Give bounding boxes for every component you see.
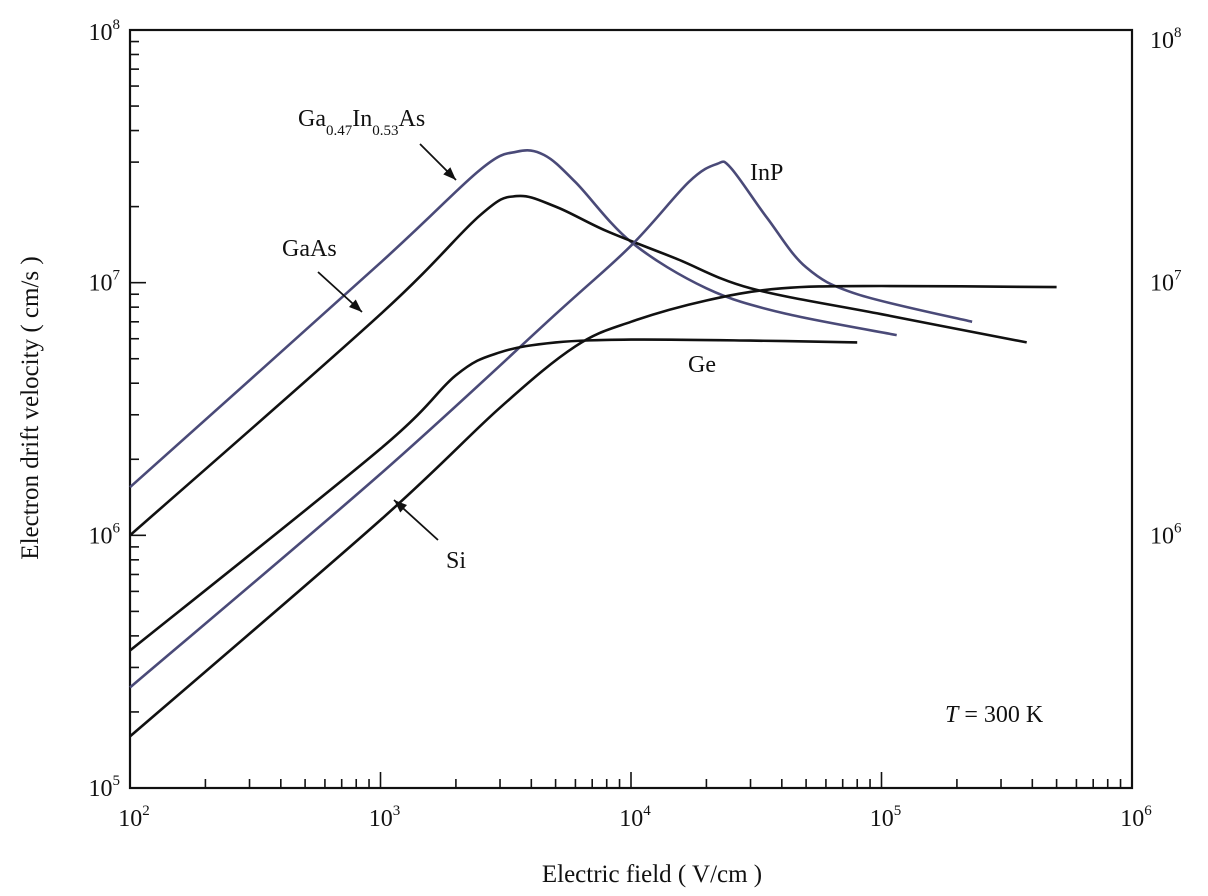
x-tick-label: 106 xyxy=(1120,803,1152,832)
label-arrows xyxy=(317,143,457,541)
series-line-inp xyxy=(129,160,973,689)
series-labels: Ga0.47In0.53As GaAs InP Ge Si xyxy=(282,106,783,574)
y-tick-label-left: 108 xyxy=(89,17,121,46)
y-tick-label-left: 106 xyxy=(89,520,121,549)
x-axis-title: Electric field ( V/cm ) xyxy=(542,861,762,888)
series-line-gaas xyxy=(129,194,1027,537)
x-tick-label: 105 xyxy=(870,803,902,832)
temperature-annotation: T = 300 K xyxy=(945,702,1044,728)
y-tick-label-right: 106 xyxy=(1150,520,1182,549)
y-axis-title: Electron drift velocity ( cm/s ) xyxy=(17,256,44,559)
series-label-gainas: Ga0.47In0.53As xyxy=(298,106,425,139)
series-label-gaas: GaAs xyxy=(282,236,337,262)
y-tick-label-left: 105 xyxy=(89,773,121,802)
series-label-ge: Ge xyxy=(688,352,716,378)
temperature-symbol: T xyxy=(945,702,960,728)
series-line-gainas xyxy=(129,149,897,489)
series-line-si xyxy=(129,284,1057,738)
series-label-inp: InP xyxy=(750,160,783,186)
series-lines xyxy=(129,149,1057,738)
arrow-si-head xyxy=(394,500,407,513)
y-tick-label-right: 108 xyxy=(1150,25,1182,54)
series-label-si: Si xyxy=(446,548,466,574)
plot-frame xyxy=(128,28,1134,790)
arrow-gaas-head xyxy=(349,299,362,312)
axis-ticks xyxy=(129,40,1133,789)
x-tick-label: 104 xyxy=(619,803,651,832)
tick-labels: 102 103 104 105 106 105 106 107 108 106 107 108 xyxy=(89,17,1183,832)
x-tick-label: 102 xyxy=(118,803,150,832)
series-line-ge xyxy=(129,338,858,652)
temperature-value: = 300 K xyxy=(958,702,1044,728)
y-tick-label-right: 107 xyxy=(1150,268,1182,297)
arrow-gainas-head xyxy=(443,167,456,180)
x-tick-label: 103 xyxy=(369,803,401,832)
y-tick-label-left: 107 xyxy=(89,268,121,297)
